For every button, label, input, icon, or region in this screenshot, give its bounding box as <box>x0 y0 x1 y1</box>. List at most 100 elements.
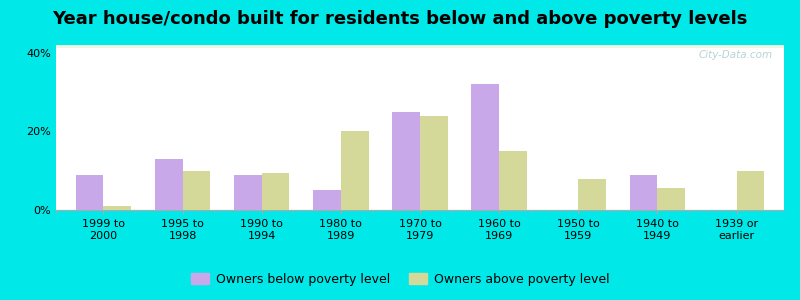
Bar <box>56 45 784 47</box>
Bar <box>56 46 784 47</box>
Bar <box>56 45 784 47</box>
Bar <box>56 46 784 47</box>
Bar <box>56 46 784 47</box>
Bar <box>56 46 784 47</box>
Bar <box>56 46 784 48</box>
Bar <box>56 46 784 48</box>
Bar <box>56 46 784 47</box>
Bar <box>56 46 784 47</box>
Bar <box>56 46 784 48</box>
Bar <box>56 46 784 48</box>
Bar <box>313 190 341 210</box>
Bar <box>630 175 658 210</box>
Text: Year house/condo built for residents below and above poverty levels: Year house/condo built for residents bel… <box>52 11 748 28</box>
Bar <box>262 173 290 210</box>
Bar <box>56 46 784 48</box>
Bar <box>155 159 182 210</box>
Bar <box>56 46 784 48</box>
Bar <box>56 46 784 48</box>
Bar <box>56 46 784 48</box>
Bar <box>56 46 784 47</box>
Bar <box>578 178 606 210</box>
Bar <box>56 46 784 48</box>
Bar <box>56 46 784 48</box>
Bar <box>56 45 784 46</box>
Bar <box>56 46 784 48</box>
Bar <box>56 46 784 47</box>
Bar <box>56 46 784 48</box>
Bar <box>56 46 784 48</box>
Bar <box>56 45 784 47</box>
Bar <box>56 46 784 48</box>
Bar <box>56 46 784 47</box>
Bar <box>56 46 784 47</box>
Bar <box>56 46 784 47</box>
Bar <box>182 171 210 210</box>
Legend: Owners below poverty level, Owners above poverty level: Owners below poverty level, Owners above… <box>186 268 614 291</box>
Bar <box>56 46 784 48</box>
Bar <box>56 46 784 48</box>
Bar <box>56 46 784 47</box>
Bar <box>56 46 784 48</box>
Bar <box>56 45 784 47</box>
Bar <box>56 46 784 47</box>
Bar <box>56 46 784 48</box>
Bar <box>56 46 784 48</box>
Bar <box>56 45 784 47</box>
Bar <box>56 46 784 48</box>
Bar <box>56 46 784 48</box>
Bar <box>56 46 784 48</box>
Bar <box>56 46 784 48</box>
Bar <box>392 112 420 210</box>
Bar <box>56 46 784 48</box>
Bar <box>56 46 784 48</box>
Bar <box>56 46 784 47</box>
Bar <box>56 45 784 47</box>
Bar <box>56 45 784 47</box>
Bar <box>56 46 784 48</box>
Bar <box>56 46 784 48</box>
Bar <box>56 46 784 48</box>
Bar <box>471 84 499 210</box>
Bar <box>56 46 784 47</box>
Bar <box>56 45 784 47</box>
Bar <box>56 46 784 48</box>
Bar <box>56 46 784 48</box>
Bar <box>56 46 784 48</box>
Bar <box>56 45 784 47</box>
Bar <box>56 45 784 47</box>
Bar <box>56 46 784 48</box>
Bar <box>56 45 784 47</box>
Bar <box>56 46 784 48</box>
Bar <box>56 46 784 48</box>
Bar <box>56 46 784 47</box>
Bar <box>56 46 784 48</box>
Bar <box>56 45 784 47</box>
Bar <box>56 46 784 47</box>
Bar <box>56 46 784 48</box>
Text: City-Data.com: City-Data.com <box>699 50 773 60</box>
Bar <box>56 46 784 47</box>
Bar <box>737 171 764 210</box>
Bar <box>56 45 784 47</box>
Bar <box>56 46 784 47</box>
Bar <box>56 46 784 48</box>
Bar <box>56 46 784 47</box>
Bar <box>56 45 784 47</box>
Bar <box>56 46 784 48</box>
Bar <box>56 45 784 47</box>
Bar <box>56 46 784 47</box>
Bar <box>420 116 448 210</box>
Bar <box>56 46 784 47</box>
Bar <box>56 45 784 47</box>
Bar <box>56 45 784 47</box>
Bar <box>56 45 784 47</box>
Bar <box>56 45 784 47</box>
Bar <box>56 46 784 47</box>
Bar <box>56 46 784 48</box>
Bar <box>56 46 784 47</box>
Bar <box>76 175 103 210</box>
Bar <box>56 46 784 48</box>
Bar <box>56 45 784 47</box>
Bar <box>56 45 784 47</box>
